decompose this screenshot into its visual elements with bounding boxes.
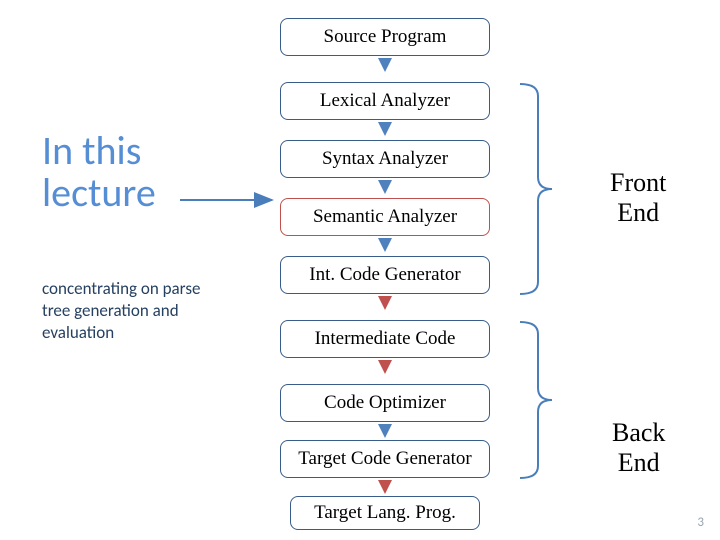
slide-number-text: 3 (697, 515, 704, 530)
title-arrow (0, 0, 720, 540)
slide-number: 3 (697, 515, 704, 530)
